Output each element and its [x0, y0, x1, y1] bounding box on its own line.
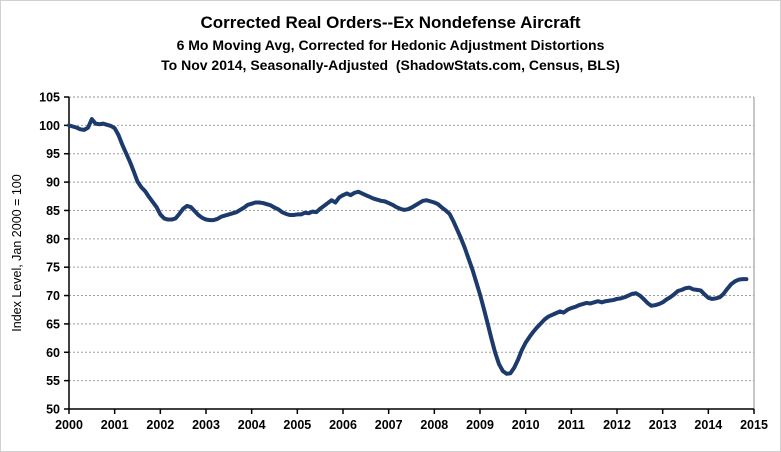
- x-tick-label-2010: 2010: [512, 418, 540, 432]
- x-tick-label-2001: 2001: [101, 418, 129, 432]
- y-tick-label-100: 100: [39, 119, 60, 133]
- x-tick-label-2013: 2013: [649, 418, 677, 432]
- y-tick-label-50: 50: [46, 403, 60, 417]
- y-tick-label-80: 80: [46, 232, 60, 246]
- x-tick-label-2002: 2002: [146, 418, 174, 432]
- data-line-corrected-real-orders: [67, 117, 749, 376]
- y-tick-label-55: 55: [46, 374, 60, 388]
- x-tick-label-2006: 2006: [329, 418, 357, 432]
- x-tick-label-2000: 2000: [55, 418, 83, 432]
- y-tick-label-70: 70: [46, 289, 60, 303]
- x-tick-label-2009: 2009: [466, 418, 494, 432]
- y-tick-label-90: 90: [46, 176, 60, 190]
- chart-subtitle-2: To Nov 2014, Seasonally-Adjusted (Shadow…: [161, 57, 620, 73]
- x-tick-label-2012: 2012: [603, 418, 631, 432]
- y-tick-label-95: 95: [46, 147, 60, 161]
- chart-title: Corrected Real Orders--Ex Nondefense Air…: [200, 13, 581, 32]
- x-tick-label-2004: 2004: [238, 418, 266, 432]
- x-tick-label-2003: 2003: [192, 418, 220, 432]
- x-tick-label-2007: 2007: [375, 418, 403, 432]
- x-tick-label-2005: 2005: [283, 418, 311, 432]
- y-tick-label-60: 60: [46, 346, 60, 360]
- y-tick-label-85: 85: [46, 204, 60, 218]
- chart-subtitle-1: 6 Mo Moving Avg, Corrected for Hedonic A…: [176, 37, 605, 53]
- x-tick-label-2015: 2015: [740, 418, 768, 432]
- x-tick-label-2011: 2011: [558, 418, 585, 432]
- x-tick-label-2008: 2008: [420, 418, 448, 432]
- y-tick-label-75: 75: [46, 261, 60, 275]
- y-tick-label-105: 105: [39, 91, 60, 105]
- y-tick-label-65: 65: [46, 317, 60, 331]
- x-tick-label-2014: 2014: [694, 418, 722, 432]
